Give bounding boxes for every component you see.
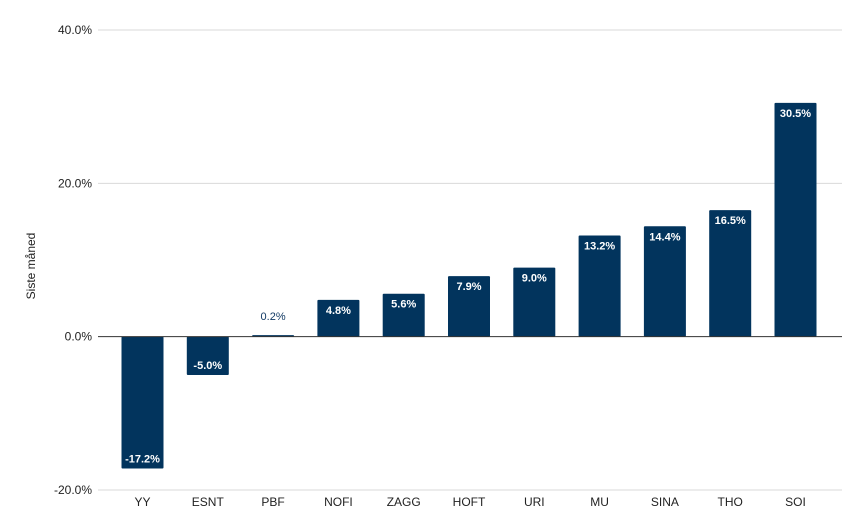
data-label: 4.8%	[326, 305, 351, 317]
y-tick-label: -20.0%	[54, 483, 92, 497]
data-label: -5.0%	[193, 360, 222, 372]
x-tick-label: URI	[524, 495, 545, 509]
bar	[382, 293, 425, 337]
bar	[317, 299, 360, 337]
x-tick-label: ZAGG	[387, 495, 421, 509]
bars	[121, 102, 817, 469]
data-label: 9.0%	[522, 273, 547, 285]
x-tick-label: HOFT	[453, 495, 486, 509]
data-label: 7.9%	[456, 281, 481, 293]
x-tick-label: SINA	[651, 495, 679, 509]
y-tick-label: 20.0%	[58, 176, 92, 190]
data-label: 0.2%	[261, 311, 286, 323]
bar	[774, 102, 817, 337]
bar	[643, 226, 686, 337]
y-axis-ticks: 40.0% 20.0% 0.0% -20.0%	[54, 23, 92, 497]
bar	[121, 336, 164, 469]
bar	[513, 267, 556, 337]
data-label: 16.5%	[715, 215, 746, 227]
data-label: 30.5%	[780, 108, 811, 120]
data-label: -17.2%	[125, 454, 160, 466]
gridlines	[98, 29, 842, 491]
x-tick-label: MU	[590, 495, 609, 509]
x-tick-label: ESNT	[192, 495, 225, 509]
y-tick-label: 0.0%	[65, 330, 93, 344]
data-labels: -17.2% -5.0% 0.2% 4.8% 5.6% 7.9% 9.0% 13.2% 14.4…	[125, 108, 811, 466]
bar	[448, 276, 490, 337]
bar	[578, 235, 621, 337]
y-tick-label: 40.0%	[58, 23, 92, 37]
data-label: 5.6%	[391, 299, 416, 311]
data-label: 14.4%	[649, 231, 680, 243]
x-axis-labels: YY ESNT PBF NOFI ZAGG HOFT URI MU SINA THO SOI	[134, 495, 805, 509]
x-tick-label: THO	[718, 495, 743, 509]
x-tick-label: PBF	[261, 495, 284, 509]
bar	[709, 210, 752, 337]
x-tick-label: YY	[134, 495, 150, 509]
y-axis-title: Siste måned	[24, 233, 38, 300]
bar	[186, 336, 229, 375]
x-tick-label: NOFI	[324, 495, 353, 509]
data-label: 13.2%	[584, 240, 615, 252]
x-tick-label: SOI	[785, 495, 806, 509]
